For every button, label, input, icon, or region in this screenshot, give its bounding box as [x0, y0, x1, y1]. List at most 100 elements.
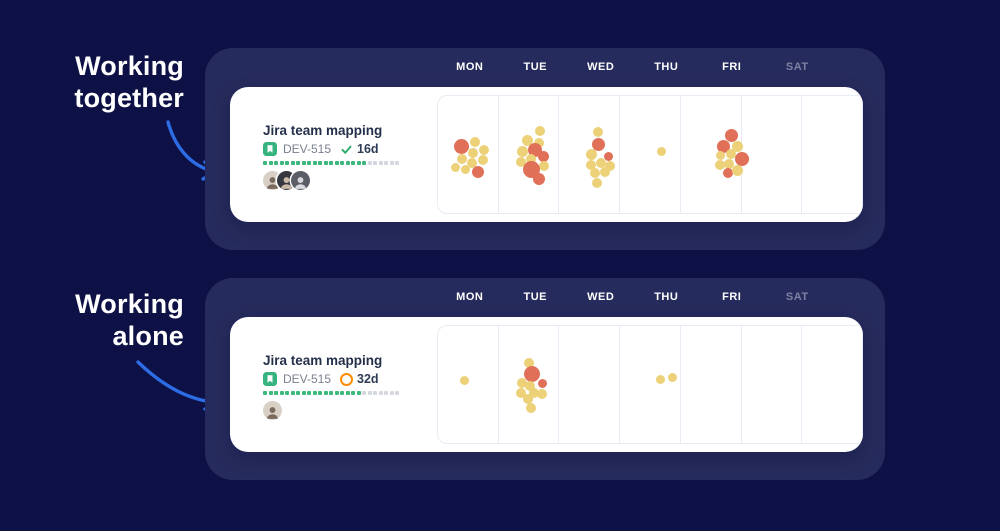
progress-dash — [318, 391, 322, 395]
activity-dot-yellow — [535, 125, 546, 136]
progress-dash — [285, 161, 289, 165]
story-type-icon — [263, 142, 277, 156]
progress-dash — [334, 391, 339, 395]
activity-dot-red — [604, 151, 614, 162]
progress-dash — [378, 161, 383, 165]
activity-dot-yellow — [477, 154, 488, 165]
progress-dash — [351, 161, 355, 165]
progress-dash — [307, 161, 311, 165]
day-label-mon: MON — [456, 61, 484, 73]
progress-dash — [345, 161, 350, 165]
day-header: MON TUE WED THU FRI SAT — [437, 286, 830, 308]
progress-dash — [329, 161, 333, 165]
progress-dash — [334, 161, 339, 165]
person-icon — [267, 177, 278, 189]
activity-dot-yellow — [529, 387, 540, 398]
activity-dot-yellow — [723, 158, 734, 169]
task-card-together[interactable]: Jira team mapping DEV-515 16d — [230, 87, 863, 222]
activity-dot-yellow — [469, 136, 480, 147]
annotation-line: Working — [75, 289, 184, 319]
task-info: Jira team mapping DEV-515 32d — [263, 353, 399, 420]
day-label-sat: SAT — [785, 291, 809, 303]
progress-dash — [274, 161, 278, 165]
activity-dot-yellow — [523, 393, 534, 404]
schedule-panel-together: MON TUE WED THU FRI SAT Jira team mapping DEV… — [205, 48, 885, 250]
activity-dot-red — [722, 167, 733, 178]
task-title: Jira team mapping — [263, 353, 383, 368]
activity-dots-layer — [438, 96, 863, 213]
activity-dot-yellow — [460, 376, 470, 385]
duration-value: 32d — [357, 372, 379, 386]
day-label-thu: THU — [654, 291, 679, 303]
activity-dot-yellow — [534, 137, 545, 148]
progress-dash — [263, 161, 267, 165]
activity-dot-yellow — [517, 377, 528, 388]
activity-dot-yellow — [592, 126, 603, 137]
progress-dash — [274, 391, 278, 395]
progress-dash — [395, 161, 399, 165]
activity-dot-red — [537, 378, 547, 389]
activity-dot-yellow — [604, 160, 615, 171]
activity-dot-yellow — [461, 165, 471, 174]
activity-dot-yellow — [451, 163, 461, 172]
activity-dot-yellow — [456, 153, 467, 164]
activity-dot-yellow — [655, 375, 665, 384]
progress-dash — [268, 391, 273, 395]
issue-key: DEV-515 — [283, 142, 332, 156]
activity-dot-yellow — [656, 147, 666, 156]
activity-dot-yellow — [732, 141, 744, 152]
day-label-wed: WED — [587, 291, 615, 303]
activity-dot-red — [592, 137, 606, 152]
task-info: Jira team mapping DEV-515 16d — [263, 123, 399, 190]
day-column — [499, 96, 560, 213]
day-column — [559, 96, 621, 213]
day-header: MON TUE WED THU FRI SAT — [437, 56, 830, 78]
day-column — [438, 326, 499, 443]
day-label-fri: FRI — [722, 291, 742, 303]
progress-dash — [279, 391, 284, 395]
day-label-mon: MON — [456, 291, 484, 303]
progress-dash — [323, 391, 328, 395]
progress-dash — [340, 391, 344, 395]
working-together-label: Working together — [0, 50, 184, 114]
day-label-sat: SAT — [785, 61, 809, 73]
progress-dash — [312, 391, 317, 395]
task-card-alone[interactable]: Jira team mapping DEV-515 32d — [230, 317, 863, 452]
activity-dot-yellow — [595, 157, 606, 168]
progress-dash — [356, 391, 361, 395]
week-grid — [437, 95, 863, 214]
activity-dot-yellow — [516, 387, 527, 398]
activity-dot-yellow — [591, 177, 602, 188]
progress-dash — [378, 391, 383, 395]
activity-dot-yellow — [466, 157, 477, 168]
progress-bar — [263, 391, 399, 395]
annotation-line: Working — [75, 51, 184, 81]
task-meta: DEV-515 16d — [263, 141, 399, 157]
annotation-line: together — [74, 83, 184, 113]
progress-dash — [389, 161, 394, 165]
annotation-line: alone — [112, 321, 184, 351]
progress-dash — [367, 391, 372, 395]
day-column — [620, 96, 681, 213]
progress-dash — [279, 161, 284, 165]
progress-dash — [389, 391, 394, 395]
activity-dot-yellow — [586, 149, 598, 160]
avatar-group — [263, 401, 399, 420]
activity-dot-yellow — [585, 159, 596, 170]
activity-dot-red — [734, 151, 749, 166]
avatar-group — [263, 171, 399, 190]
day-column — [742, 326, 803, 443]
task-title: Jira team mapping — [263, 123, 383, 138]
progress-dash — [340, 161, 344, 165]
person-icon — [281, 177, 292, 189]
activity-dot-red — [524, 365, 541, 382]
progress-dash — [285, 391, 289, 395]
activity-dot-yellow — [589, 167, 600, 178]
day-label-wed: WED — [587, 61, 615, 73]
progress-dash — [373, 391, 377, 395]
activity-dot-yellow — [537, 388, 548, 399]
progress-dash — [351, 391, 355, 395]
progress-dash — [263, 391, 267, 395]
progress-dash — [296, 161, 300, 165]
